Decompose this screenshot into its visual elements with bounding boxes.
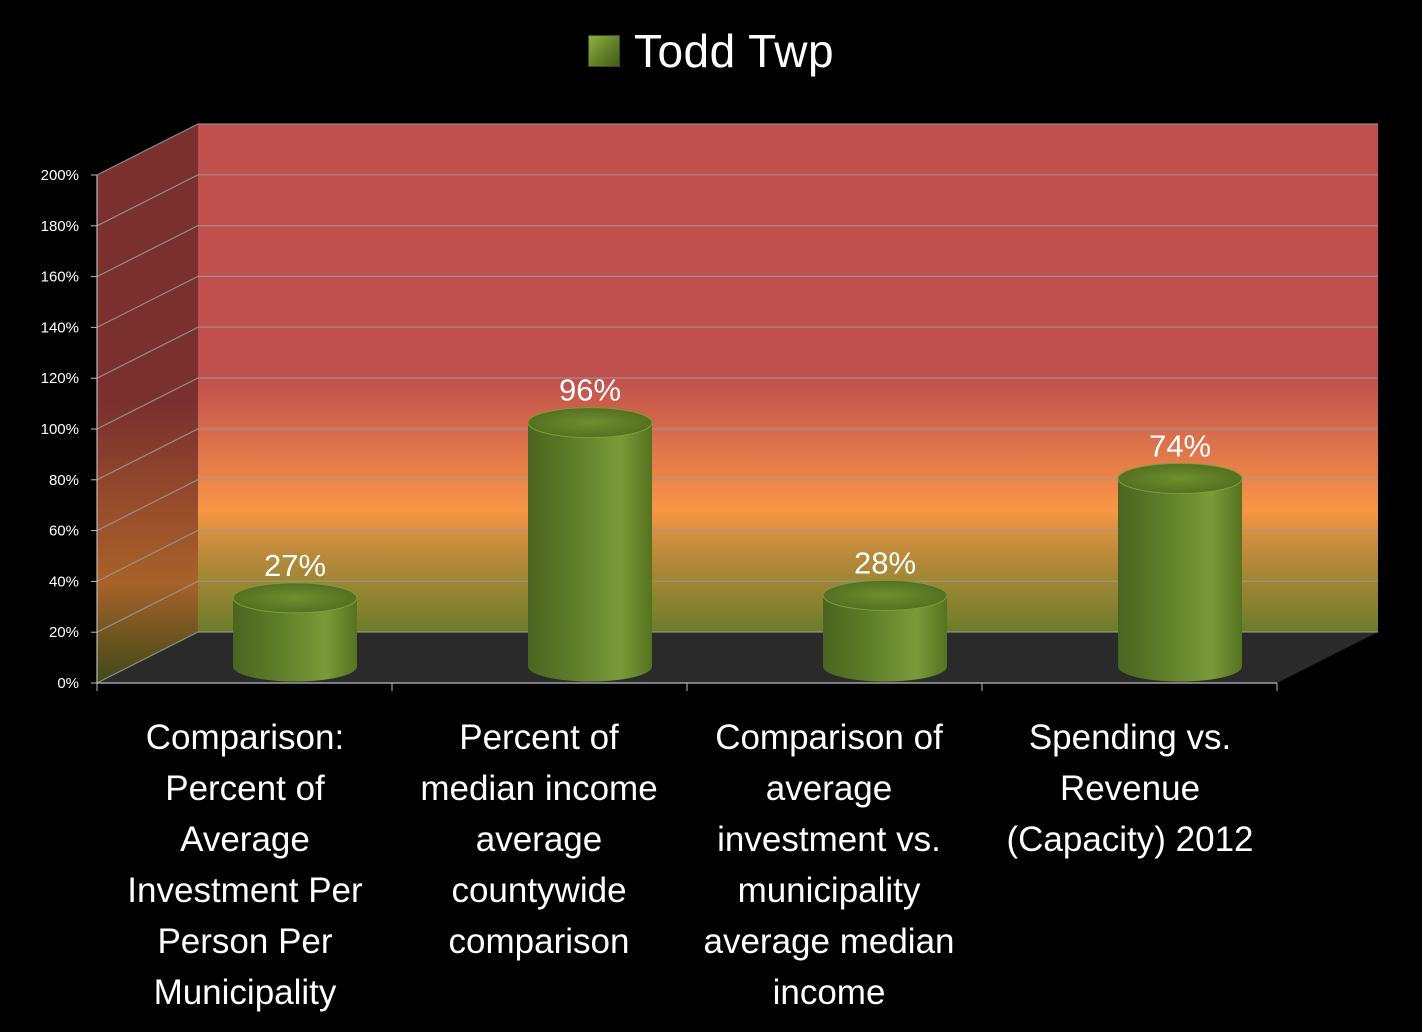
gridline	[96, 326, 1378, 379]
data-label-3: 28%	[854, 545, 916, 580]
gridline	[96, 529, 1378, 582]
gridline	[96, 225, 1378, 278]
data-label-4: 74%	[1149, 429, 1211, 464]
y-tick-label: 0%	[57, 675, 79, 692]
y-tick-label: 60%	[49, 523, 79, 540]
x-axis-labels: Comparison: Percent of Average Investmen…	[0, 712, 1422, 1022]
data-labels: 27% 96% 28% 74%	[264, 373, 1211, 583]
bar-body	[1118, 478, 1242, 682]
bar-top	[232, 582, 358, 614]
x-label-2: Percent of median income average countyw…	[420, 718, 658, 961]
y-tick-label: 20%	[49, 624, 79, 641]
gridline	[96, 631, 1378, 684]
floor	[97, 632, 1378, 683]
bar-body	[823, 595, 947, 682]
gridline	[96, 428, 1378, 481]
gridline	[96, 377, 1378, 430]
y-tick-label: 200%	[41, 167, 79, 184]
gridline	[96, 580, 1378, 633]
gridline	[96, 275, 1378, 328]
legend-label: Todd Twp	[633, 25, 835, 77]
y-axis: 0% 20% 40% 60% 80% 100% 120% 140% 160% 180% 200%	[41, 167, 1278, 692]
bar-top	[1117, 463, 1243, 495]
bars	[232, 407, 1243, 682]
data-label-1: 27%	[264, 548, 326, 583]
gridline	[96, 174, 1378, 227]
bar-top	[527, 407, 653, 439]
data-label-2: 96%	[559, 373, 621, 408]
gridlines	[96, 123, 1378, 684]
legend: Todd Twp	[0, 24, 1422, 78]
y-tick-label: 100%	[41, 421, 79, 438]
bar-4	[1117, 463, 1243, 682]
legend-swatch-icon	[587, 35, 620, 67]
gridline	[96, 479, 1378, 532]
x-label-4: Spending vs. Revenue (Capacity) 2012	[1006, 718, 1254, 859]
bar-body	[233, 597, 357, 682]
y-tick-label: 80%	[49, 472, 79, 489]
y-tick-label: 120%	[41, 370, 79, 387]
bar-3	[822, 579, 948, 682]
bar-2	[527, 407, 653, 682]
y-tick-label: 160%	[41, 269, 79, 286]
bar-1	[232, 582, 358, 682]
x-label-1: Comparison: Percent of Average Investmen…	[127, 718, 363, 1012]
bar-top	[822, 579, 948, 611]
bar-body	[528, 422, 652, 682]
y-tick-label: 140%	[41, 319, 79, 336]
y-tick-label: 40%	[49, 573, 79, 590]
gridline	[96, 123, 1378, 176]
y-tick-label: 180%	[41, 218, 79, 235]
x-label-3: Comparison of average investment vs. mun…	[703, 718, 955, 1012]
